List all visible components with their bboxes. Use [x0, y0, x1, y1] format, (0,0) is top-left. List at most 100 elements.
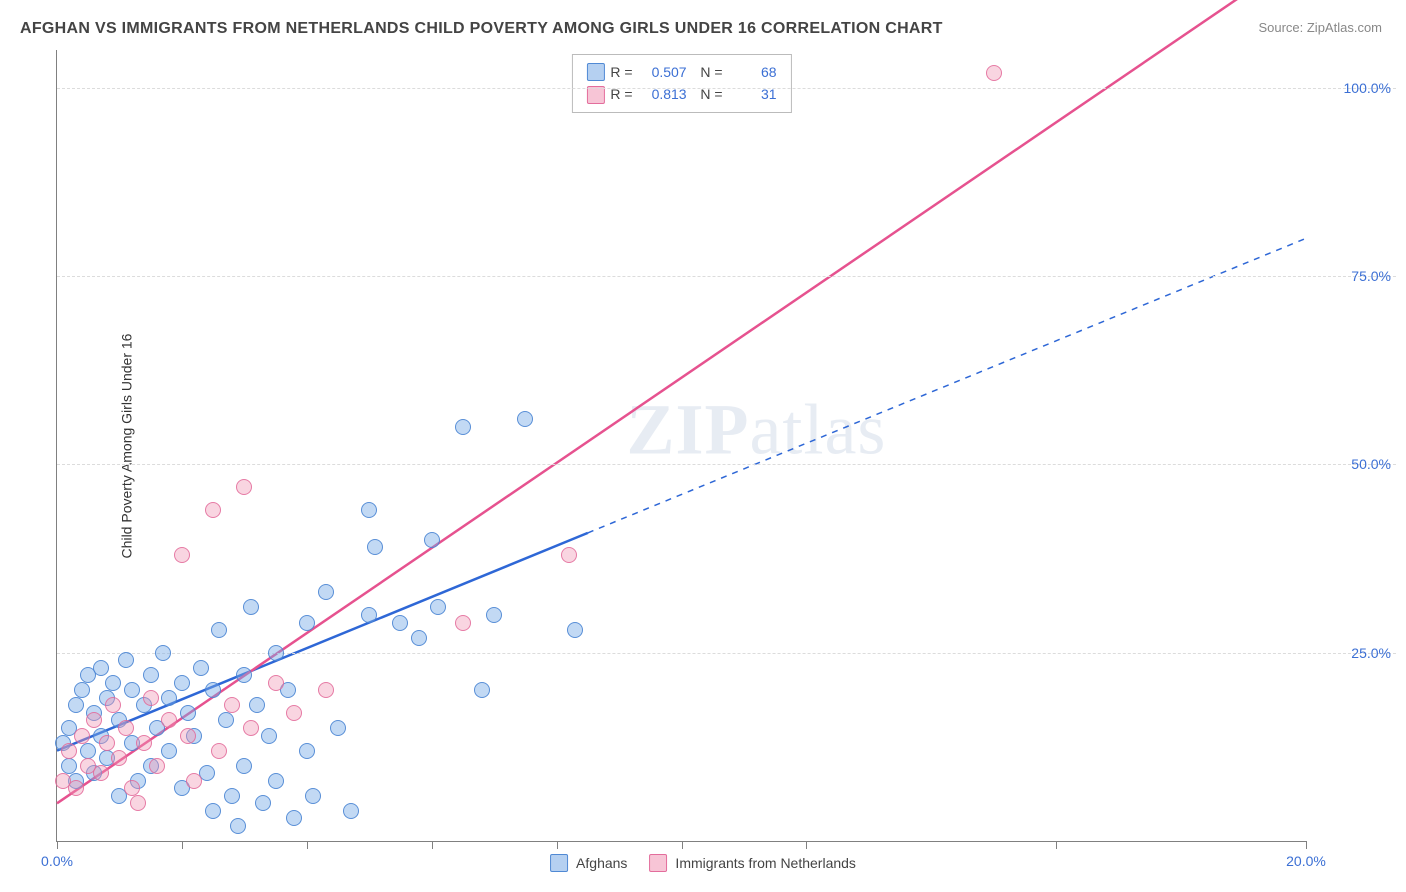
legend-correlation: R =0.507 N =68 R =0.813 N =31	[571, 54, 791, 113]
point-afghans	[430, 599, 446, 615]
legend-label-netherlands: Immigrants from Netherlands	[675, 855, 856, 871]
legend-row-afghans: R =0.507 N =68	[586, 61, 776, 83]
point-afghans	[286, 810, 302, 826]
point-afghans	[255, 795, 271, 811]
gridline-h	[57, 653, 1396, 654]
point-afghans	[411, 630, 427, 646]
point-afghans	[249, 697, 265, 713]
swatch-pink-icon	[649, 854, 667, 872]
gridline-h	[57, 464, 1396, 465]
x-tick	[182, 841, 183, 849]
point-afghans	[105, 675, 121, 691]
x-tick	[57, 841, 58, 849]
x-tick	[432, 841, 433, 849]
point-netherlands	[174, 547, 190, 563]
point-netherlands	[68, 780, 84, 796]
point-afghans	[118, 652, 134, 668]
point-afghans	[367, 539, 383, 555]
point-afghans	[74, 682, 90, 698]
plot-area: ZIPatlas R =0.507 N =68 R =0.813 N =31 2…	[56, 50, 1306, 842]
point-netherlands	[136, 735, 152, 751]
point-afghans	[143, 667, 159, 683]
point-afghans	[243, 599, 259, 615]
point-afghans	[193, 660, 209, 676]
x-tick	[1056, 841, 1057, 849]
legend-series: Afghans Immigrants from Netherlands	[550, 854, 856, 872]
point-netherlands	[161, 712, 177, 728]
point-afghans	[305, 788, 321, 804]
point-netherlands	[268, 675, 284, 691]
point-netherlands	[318, 682, 334, 698]
point-afghans	[567, 622, 583, 638]
point-netherlands	[124, 780, 140, 796]
point-netherlands	[105, 697, 121, 713]
point-afghans	[474, 682, 490, 698]
point-afghans	[318, 584, 334, 600]
swatch-blue-icon	[550, 854, 568, 872]
x-tick	[557, 841, 558, 849]
point-afghans	[174, 675, 190, 691]
point-netherlands	[561, 547, 577, 563]
point-afghans	[205, 682, 221, 698]
x-tick-label: 0.0%	[41, 853, 73, 869]
point-afghans	[517, 411, 533, 427]
point-netherlands	[186, 773, 202, 789]
y-tick-label: 50.0%	[1351, 456, 1391, 472]
legend-item-netherlands: Immigrants from Netherlands	[649, 854, 856, 872]
point-afghans	[161, 690, 177, 706]
point-afghans	[124, 682, 140, 698]
point-afghans	[424, 532, 440, 548]
point-netherlands	[118, 720, 134, 736]
point-afghans	[205, 803, 221, 819]
point-netherlands	[111, 750, 127, 766]
point-afghans	[211, 622, 227, 638]
x-tick	[682, 841, 683, 849]
point-afghans	[161, 743, 177, 759]
point-afghans	[486, 607, 502, 623]
point-afghans	[230, 818, 246, 834]
point-netherlands	[180, 728, 196, 744]
point-afghans	[299, 743, 315, 759]
source-attribution: Source: ZipAtlas.com	[1258, 20, 1382, 35]
point-afghans	[218, 712, 234, 728]
point-afghans	[361, 502, 377, 518]
point-netherlands	[149, 758, 165, 774]
x-tick	[307, 841, 308, 849]
y-tick-label: 100.0%	[1344, 80, 1391, 96]
point-netherlands	[211, 743, 227, 759]
point-afghans	[224, 788, 240, 804]
point-afghans	[392, 615, 408, 631]
gridline-h	[57, 88, 1396, 89]
y-tick-label: 25.0%	[1351, 645, 1391, 661]
point-netherlands	[61, 743, 77, 759]
point-afghans	[299, 615, 315, 631]
y-tick-label: 75.0%	[1351, 268, 1391, 284]
point-netherlands	[224, 697, 240, 713]
point-netherlands	[130, 795, 146, 811]
point-afghans	[236, 667, 252, 683]
chart-title: AFGHAN VS IMMIGRANTS FROM NETHERLANDS CH…	[20, 20, 943, 38]
point-netherlands	[205, 502, 221, 518]
point-afghans	[180, 705, 196, 721]
point-netherlands	[93, 765, 109, 781]
x-tick-label: 20.0%	[1286, 853, 1326, 869]
point-afghans	[261, 728, 277, 744]
point-netherlands	[86, 712, 102, 728]
point-afghans	[236, 758, 252, 774]
point-netherlands	[986, 65, 1002, 81]
legend-item-afghans: Afghans	[550, 854, 627, 872]
point-afghans	[343, 803, 359, 819]
x-tick	[806, 841, 807, 849]
point-netherlands	[74, 728, 90, 744]
point-netherlands	[236, 479, 252, 495]
gridline-h	[57, 276, 1396, 277]
point-netherlands	[455, 615, 471, 631]
point-afghans	[80, 743, 96, 759]
r-value-afghans: 0.507	[639, 61, 687, 83]
swatch-blue-icon	[586, 63, 604, 81]
point-netherlands	[143, 690, 159, 706]
x-tick	[1306, 841, 1307, 849]
n-value-afghans: 68	[729, 61, 777, 83]
point-netherlands	[286, 705, 302, 721]
point-afghans	[68, 697, 84, 713]
